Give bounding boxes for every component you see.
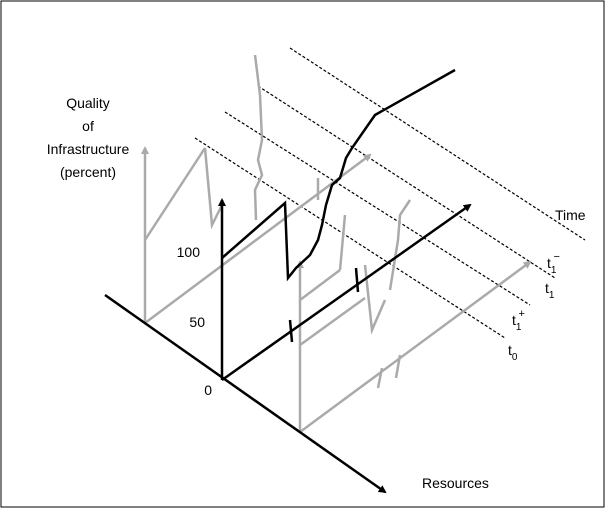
y-tick-label: 50 [189, 314, 205, 330]
y-axis-label: Quality of Infrastructure (percent) [47, 95, 130, 180]
label-line: − [553, 251, 559, 263]
y-tick-label: 0 [204, 382, 212, 398]
label-line: t [545, 280, 549, 296]
dashed-time-lines [194, 47, 586, 339]
label-line: Quality [66, 95, 110, 111]
label-line: of [82, 118, 94, 134]
label-line: t [547, 255, 551, 271]
time-slice-label: t1 − [547, 251, 560, 276]
y-tick-label: 100 [177, 244, 201, 260]
label-line: 0 [512, 352, 518, 363]
label-line: t [508, 342, 512, 358]
time-label: Time [555, 207, 586, 223]
label-line: 1 [549, 290, 555, 301]
label-line: Infrastructure [47, 141, 130, 157]
black-axes [104, 68, 472, 494]
label-line: 1 [551, 265, 557, 276]
label-line: + [518, 308, 524, 320]
time-slice-label: t1 [545, 280, 555, 301]
x-axis-label: Resources [422, 475, 489, 491]
label-line: t [512, 312, 516, 328]
label-line: (percent) [60, 164, 116, 180]
label-line: 1 [516, 322, 522, 333]
time-slice-label: t1 + [512, 308, 525, 333]
time-slice-label: t0 [508, 342, 518, 363]
